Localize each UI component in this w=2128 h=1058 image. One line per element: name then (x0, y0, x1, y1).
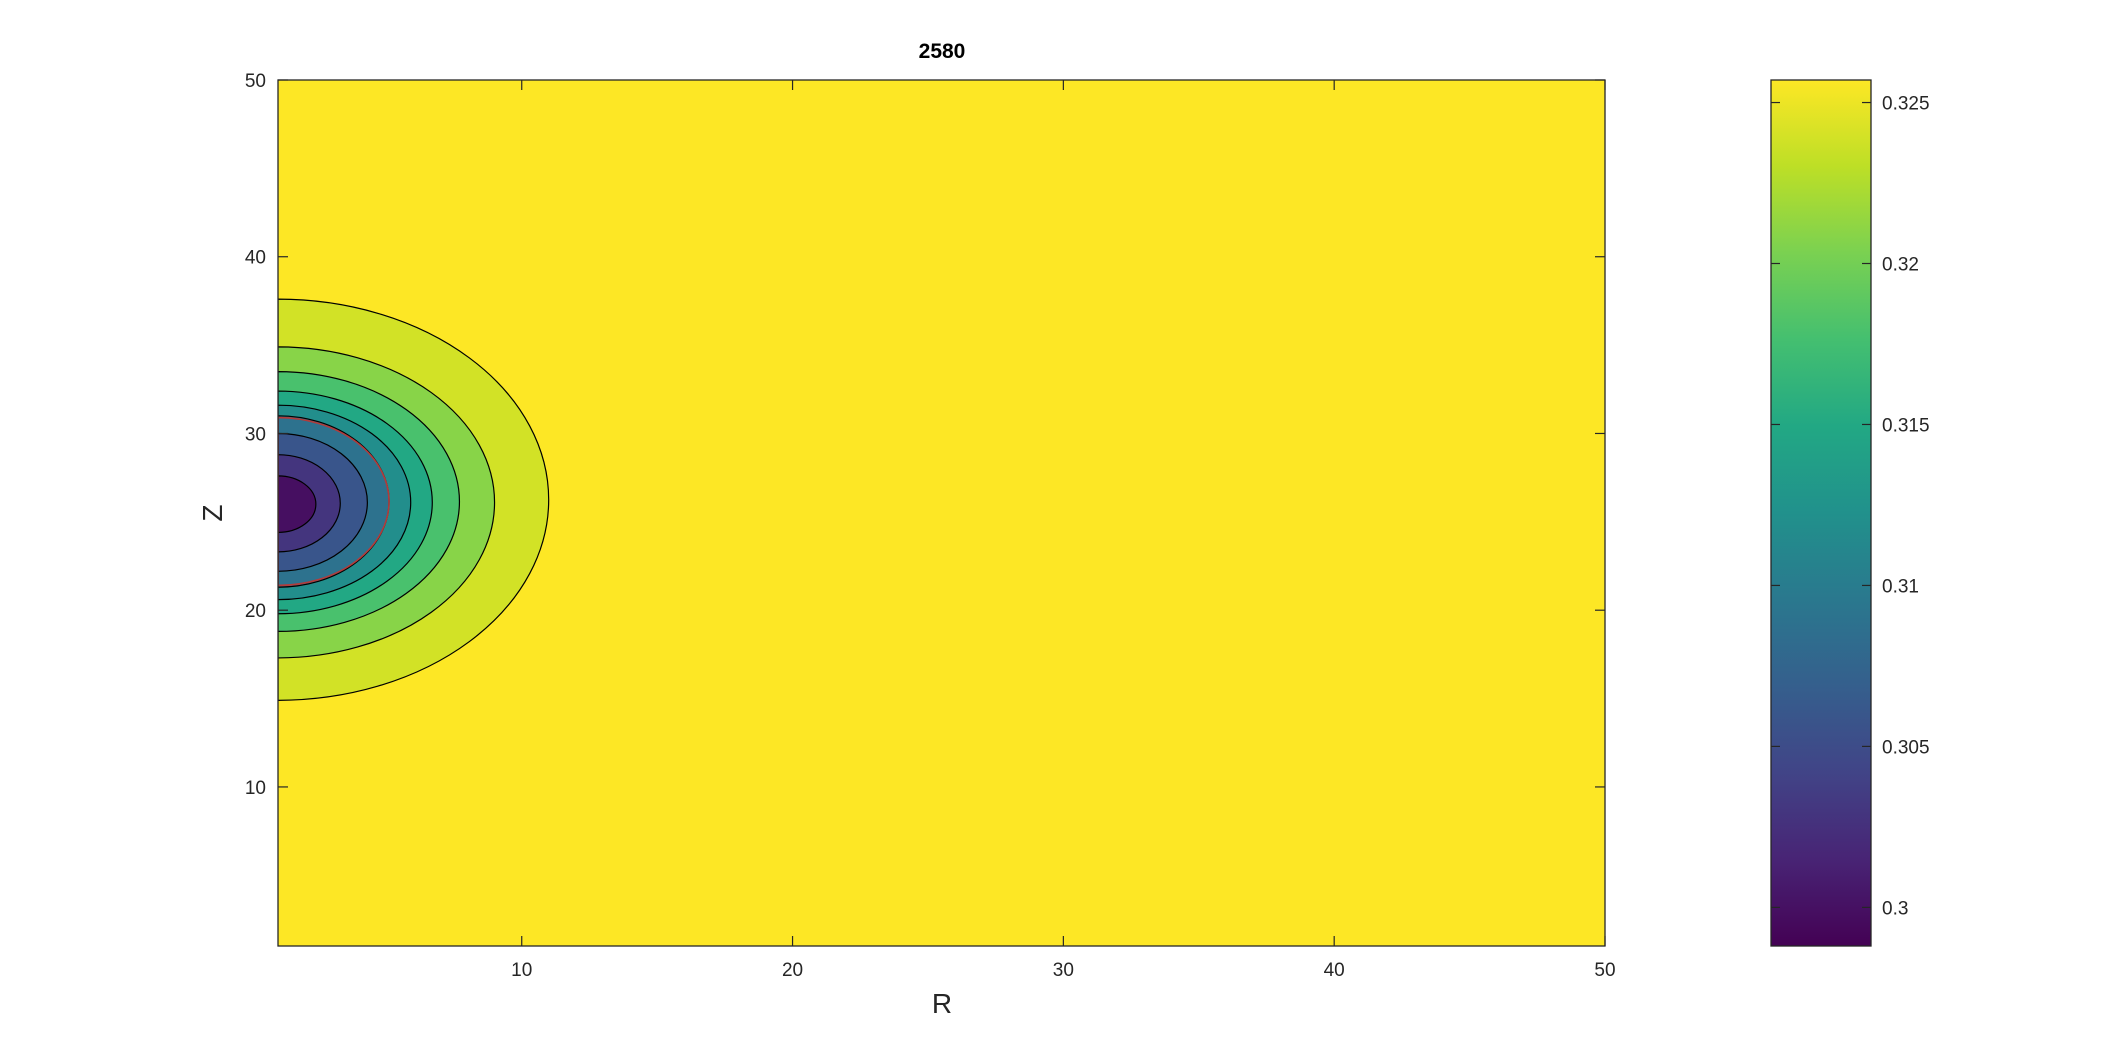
y-tick-label: 10 (245, 778, 266, 799)
colorbar-gradient (1770, 79, 1872, 947)
chart-title: 2580 (919, 40, 966, 63)
y-tick-label: 50 (245, 71, 266, 92)
x-axis-ticks: 10 20 30 40 50 (511, 80, 1616, 981)
plot-frame (277, 79, 1606, 947)
colorbar-tick-label: 0.305 (1882, 737, 1930, 758)
y-tick-label: 20 (245, 601, 266, 622)
x-axis-label: R (932, 988, 952, 1019)
colorbar-tick-label: 0.3 (1882, 898, 1908, 919)
x-tick-label: 20 (782, 960, 803, 981)
colorbar-tick-label: 0.31 (1882, 576, 1919, 597)
x-tick-label: 10 (511, 960, 532, 981)
x-tick-label: 40 (1324, 960, 1345, 981)
y-tick-label: 30 (245, 424, 266, 445)
x-tick-label: 50 (1594, 960, 1615, 981)
colorbar-tick-label: 0.32 (1882, 255, 1919, 276)
y-axis-ticks: 10 20 30 40 50 (245, 71, 1605, 799)
colorbar: 0.3 0.305 0.31 0.315 0.32 0.325 (1770, 79, 1930, 947)
x-tick-label: 30 (1053, 960, 1074, 981)
contour-fills (278, 298, 550, 701)
colorbar-tick-label: 0.325 (1882, 94, 1930, 115)
y-axis-label: Z (197, 504, 228, 521)
contour-band-9 (278, 475, 317, 534)
contour-highlight-line (278, 416, 390, 587)
colorbar-tick-label: 0.315 (1882, 415, 1930, 436)
y-tick-label: 40 (245, 248, 266, 269)
plot-area: 10 20 30 40 50 10 20 30 40 50 (245, 71, 1616, 981)
colorbar-ticks: 0.3 0.305 0.31 0.315 0.32 0.325 (1771, 94, 1930, 919)
